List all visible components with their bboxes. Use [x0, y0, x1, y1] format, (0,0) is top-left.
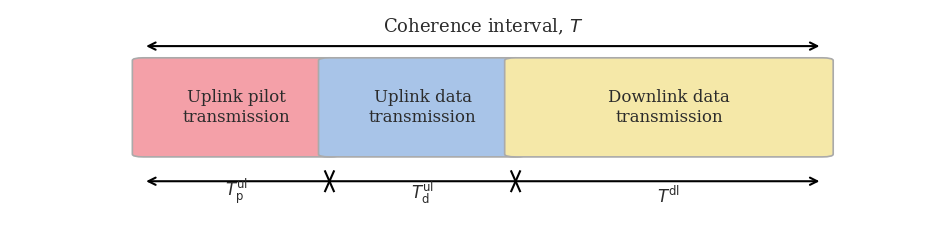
Text: Downlink data
transmission: Downlink data transmission — [609, 89, 730, 126]
Text: Uplink data
transmission: Uplink data transmission — [368, 89, 477, 126]
Text: Uplink pilot
transmission: Uplink pilot transmission — [183, 89, 290, 126]
Text: $T_{\mathrm{d}}^{\mathrm{ul}}$: $T_{\mathrm{d}}^{\mathrm{ul}}$ — [412, 180, 434, 206]
FancyBboxPatch shape — [505, 58, 834, 157]
Text: Coherence interval, $T$: Coherence interval, $T$ — [382, 17, 583, 37]
FancyBboxPatch shape — [318, 58, 527, 157]
Text: $T^{\mathrm{dl}}$: $T^{\mathrm{dl}}$ — [658, 185, 680, 206]
FancyBboxPatch shape — [132, 58, 340, 157]
Text: $T_{\mathrm{p}}^{\mathrm{ul}}$: $T_{\mathrm{p}}^{\mathrm{ul}}$ — [225, 177, 249, 206]
